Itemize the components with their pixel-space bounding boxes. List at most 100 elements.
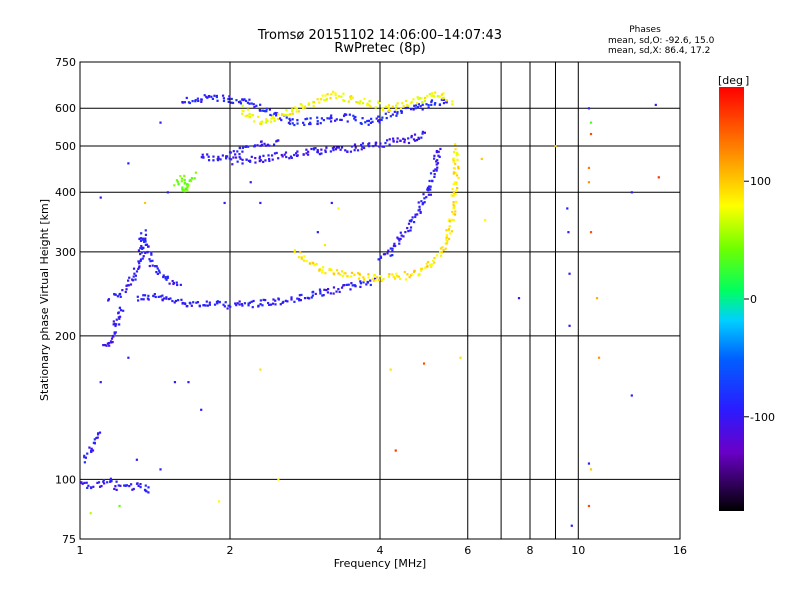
data-point (293, 153, 296, 157)
data-point (262, 160, 265, 163)
x-tick-label: 10 (571, 544, 585, 557)
data-point (353, 273, 356, 276)
data-point (388, 273, 391, 276)
colorbar-label: [deg (718, 74, 743, 87)
data-point (147, 245, 150, 248)
data-point (109, 480, 112, 483)
data-point (340, 286, 344, 289)
data-point (346, 274, 349, 278)
data-point (239, 100, 242, 103)
data-point (265, 110, 268, 113)
data-point (107, 341, 110, 345)
data-point (189, 178, 192, 182)
data-point (191, 99, 194, 103)
data-point (408, 219, 411, 222)
data-point (316, 98, 319, 101)
data-point (323, 244, 327, 247)
data-point (414, 104, 418, 107)
data-point (140, 251, 144, 254)
data-point (271, 115, 275, 118)
data-point (630, 191, 633, 194)
data-point (400, 111, 403, 114)
data-point (325, 146, 328, 149)
data-point (348, 113, 351, 116)
data-point (384, 105, 387, 108)
data-point (186, 184, 190, 187)
data-point (371, 277, 374, 281)
data-point (318, 101, 321, 104)
data-point (428, 187, 431, 190)
data-point (381, 278, 384, 282)
data-point (393, 110, 396, 113)
data-point (433, 103, 436, 106)
data-point (137, 299, 140, 302)
data-point (132, 275, 135, 278)
data-point (303, 255, 306, 258)
data-point (417, 201, 420, 204)
data-point (250, 102, 253, 105)
data-point (296, 297, 299, 300)
data-point (428, 93, 431, 96)
data-point (318, 153, 322, 156)
data-point (407, 230, 410, 233)
data-point (415, 138, 419, 142)
data-point (377, 115, 380, 118)
data-point (312, 104, 315, 107)
data-point (114, 331, 117, 334)
data-point (379, 275, 382, 278)
data-point (285, 155, 288, 159)
data-point (362, 276, 365, 279)
data-point (366, 119, 369, 123)
data-point (297, 110, 301, 113)
data-point (96, 436, 99, 439)
data-point (445, 242, 448, 245)
data-point (88, 446, 91, 449)
data-point (157, 269, 161, 272)
data-point (223, 305, 226, 308)
data-point (212, 159, 215, 162)
data-point (161, 294, 164, 297)
data-point (217, 500, 221, 503)
data-point (331, 147, 334, 150)
data-point (454, 189, 458, 193)
data-point (102, 480, 105, 483)
data-point (445, 229, 448, 232)
data-point (102, 344, 105, 347)
data-point (369, 121, 373, 125)
data-points (80, 90, 660, 527)
data-point (305, 117, 309, 120)
data-point (113, 487, 116, 491)
data-point (157, 295, 160, 298)
data-point (185, 96, 188, 100)
data-point (166, 275, 169, 278)
data-point (90, 450, 93, 453)
data-point (291, 108, 294, 111)
data-point (296, 119, 299, 122)
data-point (567, 231, 570, 234)
data-point (289, 155, 293, 158)
data-point (137, 260, 140, 263)
data-point (353, 284, 356, 287)
data-point (404, 99, 408, 103)
data-point (454, 143, 457, 146)
y-tick-label: 300 (55, 246, 76, 259)
data-point (115, 480, 118, 483)
data-point (340, 118, 343, 122)
data-point (122, 309, 125, 312)
data-point (145, 243, 149, 246)
data-point (103, 482, 106, 485)
data-point (166, 191, 169, 194)
data-point (247, 302, 250, 305)
data-point (394, 244, 397, 248)
data-point (268, 159, 271, 163)
data-point (139, 259, 142, 262)
data-point (388, 109, 392, 112)
data-point (137, 267, 140, 271)
data-point (442, 96, 445, 99)
colorbar: [deg ] 100 0 -100 (718, 74, 775, 511)
data-point (272, 143, 276, 146)
data-point (155, 265, 158, 268)
data-point (127, 356, 130, 359)
data-point (121, 289, 124, 292)
